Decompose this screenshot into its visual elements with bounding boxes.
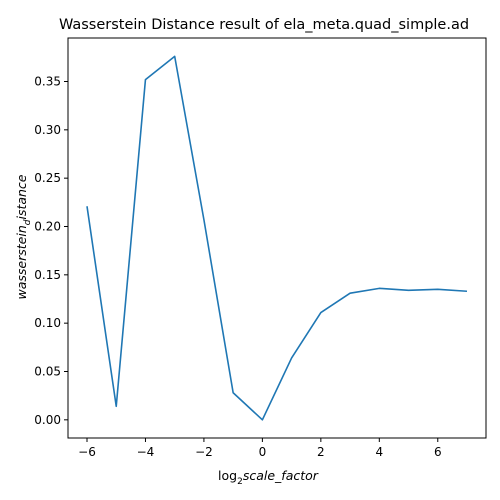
y-tick-label: 0.10 [34, 316, 61, 330]
y-tick-label: 0.05 [34, 364, 61, 378]
y-axis-label-tail: istance [14, 174, 29, 219]
y-tick-label: 0.35 [34, 74, 61, 88]
y-tick-label: 0.00 [34, 413, 61, 427]
x-tick-label: −6 [78, 445, 96, 459]
y-axis-label-subscript: d [23, 219, 33, 225]
chart-title: Wasserstein Distance result of ela_meta.… [59, 17, 469, 33]
y-axis-label: wassersteindistance [14, 174, 33, 299]
y-tick-label: 0.20 [34, 219, 61, 233]
y-tick-label: 0.30 [34, 123, 61, 137]
series-line [86, 55, 468, 421]
x-axis-label-subscript: 2 [237, 477, 243, 487]
x-axis-label-italic: scale_factor [243, 468, 319, 483]
x-tick-label: 4 [375, 445, 383, 459]
x-tick-label: 0 [259, 445, 267, 459]
x-axis-label-prefix: log [218, 468, 237, 483]
x-tick-label: 6 [434, 445, 442, 459]
plot-area: −6 −4 −2 0 2 4 6 0.00 0.05 0.10 0.15 0.20 0.25 0.30 0.… [34, 37, 487, 459]
x-axis-label: log2scale_factor [218, 468, 319, 487]
x-tick-label: 2 [317, 445, 325, 459]
y-axis-label-main: wasserstein [14, 225, 29, 299]
y-tick-label: 0.15 [34, 268, 61, 282]
x-tick-label: −4 [137, 445, 155, 459]
x-tick-label: −2 [195, 445, 213, 459]
y-tick-label: 0.25 [34, 171, 61, 185]
plot-frame [67, 37, 487, 439]
